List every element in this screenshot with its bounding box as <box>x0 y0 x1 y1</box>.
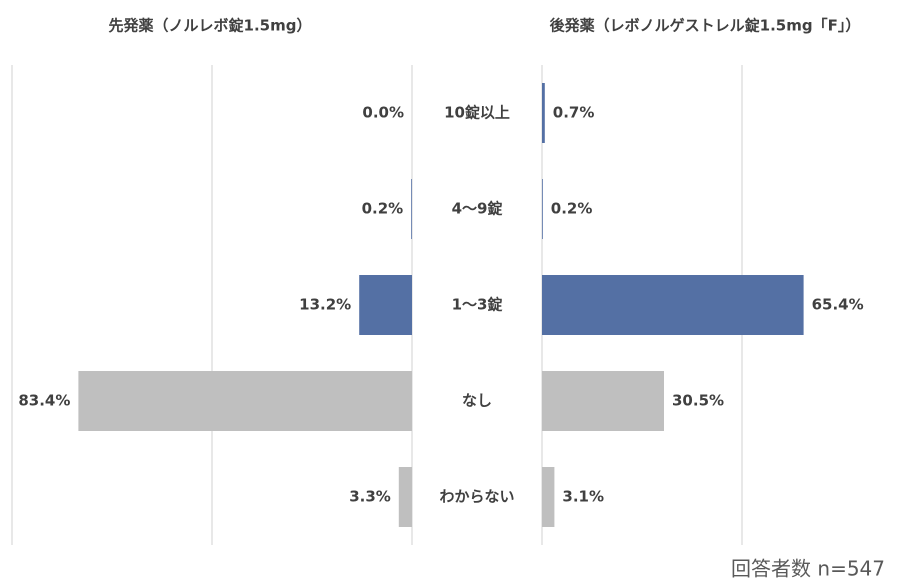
bar <box>542 467 555 527</box>
left-title: 先発薬（ノルレボ錠1.5mg） <box>109 17 312 35</box>
bar <box>411 179 412 239</box>
bar <box>542 371 664 431</box>
value-label: 0.0% <box>362 104 404 122</box>
value-label: 0.7% <box>553 104 595 122</box>
category-label: 1〜3錠 <box>452 296 503 314</box>
value-label: 83.4% <box>18 392 70 410</box>
bar <box>542 179 543 239</box>
respondent-note: 回答者数 n=547 <box>731 557 885 581</box>
value-label: 0.2% <box>362 200 404 218</box>
bar <box>398 467 412 527</box>
value-label: 3.3% <box>349 488 391 506</box>
bar <box>542 275 804 335</box>
category-label: なし <box>462 392 492 410</box>
value-label: 13.2% <box>299 296 351 314</box>
value-label: 3.1% <box>562 488 604 506</box>
value-label: 30.5% <box>672 392 724 410</box>
value-label: 65.4% <box>812 296 864 314</box>
category-label: 4〜9錠 <box>452 200 503 218</box>
category-label: 10錠以上 <box>444 104 510 122</box>
bar <box>359 275 412 335</box>
bar <box>542 83 545 143</box>
bar <box>78 371 413 431</box>
right-title: 後発薬（レボノルゲストレル錠1.5mg「F」） <box>549 17 861 35</box>
category-label: わからない <box>439 488 514 506</box>
value-label: 0.2% <box>551 200 593 218</box>
